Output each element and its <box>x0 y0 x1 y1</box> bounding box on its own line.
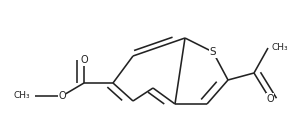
Text: CH₃: CH₃ <box>14 92 30 100</box>
Text: O: O <box>266 94 274 104</box>
Text: O: O <box>58 91 66 101</box>
Text: CH₃: CH₃ <box>271 44 288 53</box>
Text: O: O <box>80 55 88 65</box>
Text: S: S <box>210 47 216 57</box>
